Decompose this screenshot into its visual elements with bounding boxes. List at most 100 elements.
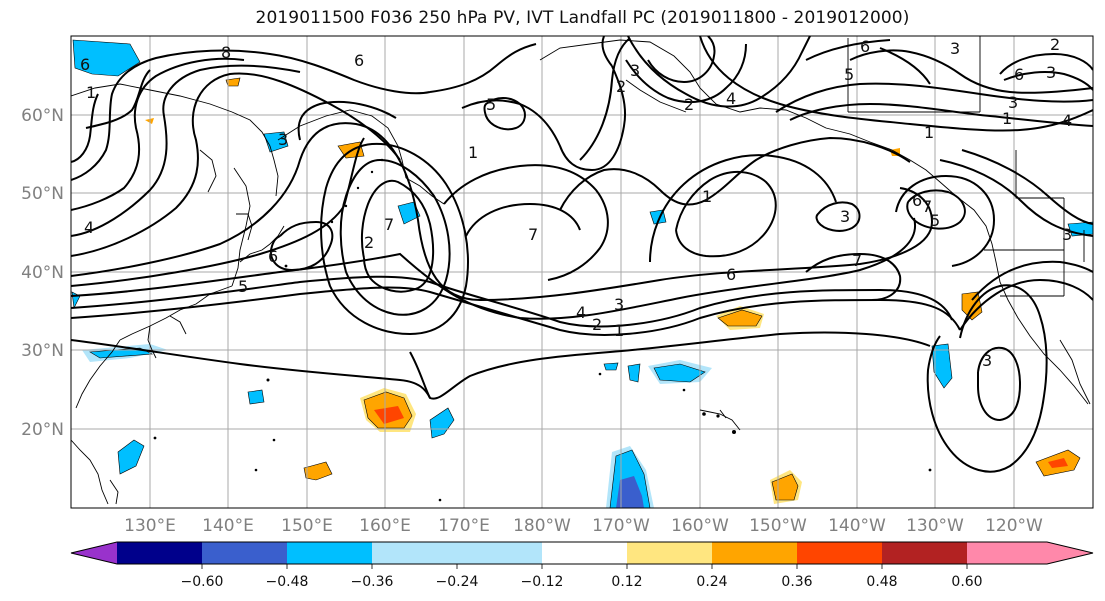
- map-frame: [70, 35, 1094, 509]
- colorbar-segment: [117, 542, 202, 564]
- positive-anomaly-region: [961, 291, 983, 321]
- colorbar-tick-label: 0.12: [611, 574, 642, 590]
- contour-label: 3: [1046, 63, 1056, 82]
- positive-anomaly-region: [303, 461, 333, 481]
- contour-label: 4: [84, 218, 94, 237]
- contour-label: 6: [268, 247, 278, 266]
- contour-label: 2: [592, 315, 602, 334]
- colorbar-segment: [202, 542, 287, 564]
- positive-anomaly-region: [374, 406, 404, 424]
- contour-label: 2: [684, 95, 694, 114]
- contour-label: 3: [1008, 93, 1018, 112]
- colorbar-tick-label: −0.24: [436, 574, 479, 590]
- colorbar-tick-label: −0.36: [351, 574, 394, 590]
- contour-label: 6: [860, 37, 870, 56]
- colorbar-tick-label: 0.24: [696, 574, 727, 590]
- contour-label: 7: [528, 225, 538, 244]
- colorbar-ticks: [201, 564, 968, 569]
- lon-label: 140°E: [202, 516, 254, 536]
- contour-label: 4: [576, 303, 586, 322]
- lon-label: 160°E: [359, 516, 411, 536]
- contour-label: 2: [1050, 35, 1060, 54]
- figure-title: 2019011500 F036 250 hPa PV, IVT Landfall…: [255, 8, 910, 28]
- pv-contours: [71, 36, 1093, 473]
- negative-anomaly-region: [616, 476, 644, 508]
- contour-label: 6: [912, 191, 922, 210]
- colorbar-tick-label: −0.12: [521, 574, 564, 590]
- colorbar-tick-label: −0.60: [181, 574, 224, 590]
- contour-label: 3: [1062, 225, 1072, 244]
- colorbar-segment: [627, 542, 712, 564]
- lon-label: 170°E: [438, 516, 490, 536]
- lon-label: 180°W: [513, 516, 571, 536]
- contour-label: 6: [1014, 65, 1024, 84]
- contour-label: 4: [1062, 111, 1072, 130]
- colorbar-segment: [287, 542, 372, 564]
- lon-label: 130°W: [906, 516, 964, 536]
- contour-label: 3: [840, 207, 850, 226]
- colorbar-tick-label: 0.48: [866, 574, 897, 590]
- negative-anomaly-region: [931, 343, 953, 389]
- contour-label: 7: [922, 197, 932, 216]
- colorbar-segment: [542, 542, 627, 564]
- lon-label: 140°W: [828, 516, 886, 536]
- contour-label: 3: [278, 130, 288, 149]
- negative-anomaly-region: [247, 389, 265, 405]
- anomaly-shading: [71, 39, 1093, 508]
- lat-label: 30°N: [21, 341, 64, 361]
- colorbar-extend-max: [1047, 542, 1093, 564]
- colorbar-tick-label: −0.48: [266, 574, 309, 590]
- negative-anomaly-region: [397, 201, 421, 225]
- contour-label: 5: [486, 95, 496, 114]
- lon-label: 150°E: [281, 516, 333, 536]
- contour-label: 6: [726, 265, 736, 284]
- longitude-labels: 130°E 140°E 150°E 160°E 170°E 180°W 170°…: [124, 516, 1043, 536]
- contour-label: 6: [354, 51, 364, 70]
- negative-anomaly-region: [72, 39, 141, 77]
- lat-label: 60°N: [21, 106, 64, 126]
- positive-anomaly-region: [1048, 458, 1068, 468]
- negative-anomaly-region: [117, 439, 145, 475]
- lon-label: 120°W: [985, 516, 1043, 536]
- contour-label: 5: [844, 65, 854, 84]
- lon-label: 130°E: [124, 516, 176, 536]
- lat-label: 50°N: [21, 184, 64, 204]
- lon-label: 170°W: [592, 516, 650, 536]
- contour-label: 7: [384, 215, 394, 234]
- lon-label: 150°W: [749, 516, 807, 536]
- negative-anomaly-region: [627, 363, 641, 383]
- colorbar-tick-label: 0.60: [951, 574, 982, 590]
- graticule: [71, 36, 1093, 508]
- contour-label: 1: [468, 143, 478, 162]
- positive-anomaly-region: [225, 77, 241, 87]
- colorbar-segment: [712, 542, 797, 564]
- latitude-labels: 60°N 50°N 40°N 30°N 20°N: [21, 106, 64, 440]
- lat-label: 40°N: [21, 263, 64, 283]
- contour-label: 8: [221, 43, 231, 62]
- colorbar-segment: [797, 542, 882, 564]
- contour-label: 7: [852, 251, 862, 270]
- contour-label: 1: [1002, 109, 1012, 128]
- negative-anomaly-region: [429, 407, 455, 439]
- contour-label: 5: [930, 211, 940, 230]
- contour-label: 1: [702, 187, 712, 206]
- contour-label-group: 8 6 4 1 6 5 2 7 6 3 4 5 1 3 2 2 7 1 4 3 …: [80, 35, 1072, 370]
- lat-label: 20°N: [21, 420, 64, 440]
- colorbar-segment: [457, 542, 542, 564]
- colorbar-outline: [70, 541, 1094, 565]
- contour-label: 4: [726, 89, 736, 108]
- negative-anomaly-region: [653, 363, 706, 383]
- contour-label: 1: [924, 123, 934, 142]
- colorbar-extend-min: [71, 542, 117, 564]
- colorbar: −0.60 −0.48 −0.36 −0.24 −0.12 0.12 0.24 …: [70, 541, 1094, 590]
- contour-label: 2: [616, 77, 626, 96]
- contour-label: 1: [614, 321, 624, 340]
- contour-label: 3: [982, 351, 992, 370]
- contour-label: 3: [630, 61, 640, 80]
- positive-anomaly-region: [717, 309, 763, 327]
- contour-label: 3: [950, 39, 960, 58]
- colorbar-segment: [882, 542, 967, 564]
- colorbar-segment: [372, 542, 457, 564]
- negative-anomaly-region: [603, 362, 619, 371]
